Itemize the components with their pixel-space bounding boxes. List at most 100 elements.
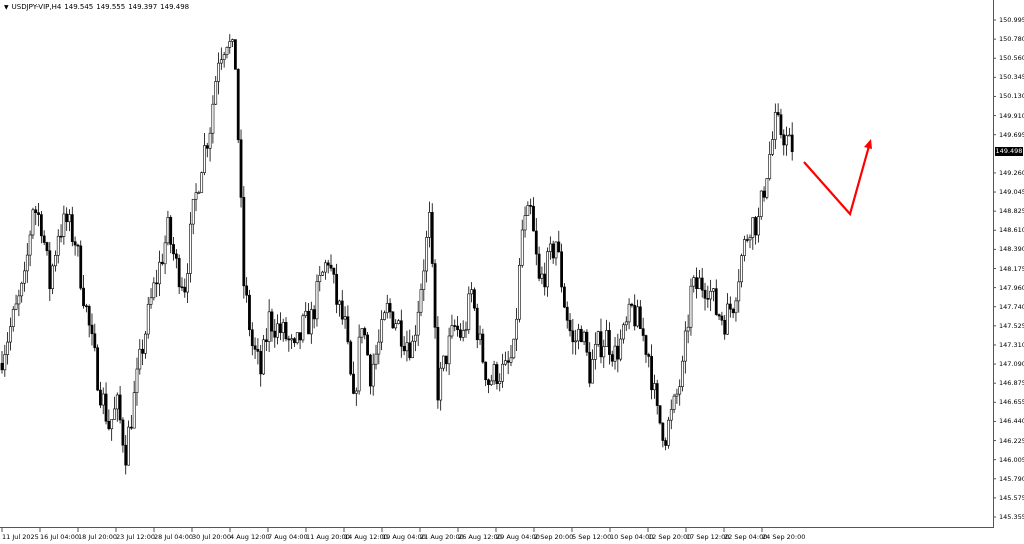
candle-body	[748, 237, 752, 241]
candle-body	[245, 285, 249, 296]
candle-body	[163, 242, 167, 265]
time-tick-label: 10 Sep 04:00	[610, 533, 654, 541]
price-tick-label: 145.790	[999, 474, 1024, 483]
candle-body	[45, 242, 49, 252]
candle-body	[217, 62, 220, 82]
candle-body	[624, 321, 628, 326]
candle-body	[765, 178, 769, 198]
candle-body	[253, 345, 257, 350]
candle-body	[720, 315, 724, 321]
candle-body	[0, 362, 4, 371]
candle-body	[54, 255, 57, 267]
time-tick-label: 28 Jul 04:00	[154, 533, 193, 541]
candle-body	[520, 229, 524, 266]
time-tick-label: 4 Aug 12:00	[230, 533, 270, 541]
candle-body	[262, 339, 265, 375]
candle-body	[174, 253, 178, 259]
candle-body	[622, 324, 625, 340]
price-tick-label: 146.005	[999, 455, 1024, 464]
candle-body	[397, 320, 400, 324]
candle-body	[290, 338, 294, 341]
candle-body	[411, 340, 414, 359]
candle-body	[616, 345, 620, 360]
candle-body	[180, 286, 184, 289]
price-tick-label: 148.825	[999, 207, 1024, 216]
candle-body	[144, 333, 147, 354]
candle-body	[703, 289, 707, 299]
candle-body	[160, 261, 164, 265]
candle-body	[377, 341, 381, 355]
candle-body	[239, 139, 243, 198]
candle-body	[751, 217, 755, 238]
price-tick-label: 146.440	[999, 417, 1024, 426]
candle-body	[537, 253, 541, 279]
candle-body	[135, 368, 139, 393]
candle-body	[363, 328, 367, 336]
candle-body	[399, 320, 403, 347]
candle-body	[93, 333, 97, 349]
candle-body	[492, 364, 496, 382]
price-tick-label: 148.390	[999, 245, 1024, 254]
candle-body	[323, 262, 327, 273]
candle-body	[391, 311, 395, 329]
candle-body	[208, 132, 212, 149]
candle-body	[368, 354, 372, 387]
candle-body	[619, 338, 623, 360]
time-tick-label: 11 Jul 2025	[2, 533, 39, 541]
price-tick-label: 146.875	[999, 379, 1024, 388]
candle-body	[256, 349, 260, 352]
candle-body	[374, 353, 378, 365]
candle-body	[59, 235, 63, 238]
candle-body	[357, 336, 361, 392]
candle-body	[84, 305, 88, 308]
candle-body	[591, 359, 594, 384]
candle-body	[596, 331, 600, 345]
chart-plot-area[interactable]	[0, 0, 994, 528]
candle-body	[548, 243, 552, 252]
price-tick-label: 148.175	[999, 264, 1024, 273]
candle-body	[307, 310, 310, 335]
candle-body	[785, 135, 788, 146]
candle-body	[467, 293, 471, 330]
candle-body	[293, 338, 296, 344]
candle-body	[742, 239, 746, 256]
price-tick-label: 149.910	[999, 111, 1024, 120]
candle-body	[456, 325, 459, 331]
candle-body	[248, 294, 251, 331]
candle-body	[579, 328, 583, 343]
candle-body	[127, 426, 130, 466]
candle-body	[3, 354, 7, 371]
candle-body	[518, 264, 521, 320]
candle-body	[726, 303, 729, 335]
candle-body	[605, 330, 608, 347]
candle-body	[371, 363, 375, 387]
candle-body	[211, 103, 215, 134]
candle-body	[115, 394, 119, 410]
candle-body	[276, 323, 279, 338]
current-price-label: 149.498	[995, 147, 1023, 157]
forecast-arrow	[803, 139, 872, 217]
candle-body	[104, 393, 108, 422]
candle-body	[762, 190, 766, 198]
candle-body	[661, 422, 665, 441]
candle-body	[633, 305, 637, 327]
candle-body	[416, 311, 420, 336]
price-tick-label: 149.695	[999, 130, 1024, 139]
candle-body	[689, 285, 693, 328]
candle-body	[14, 303, 18, 310]
time-tick-label: 26 Aug 12:00	[458, 533, 502, 541]
candle-body	[87, 305, 91, 326]
candle-body	[329, 264, 333, 269]
candle-body	[560, 251, 563, 288]
candle-body	[318, 275, 322, 282]
candle-body	[776, 112, 780, 116]
candle-body	[349, 341, 353, 375]
candle-body	[714, 288, 718, 315]
candle-body	[540, 273, 544, 279]
candle-body	[264, 339, 268, 342]
dropdown-triangle-icon[interactable]: ▼	[4, 3, 9, 11]
candle-body	[557, 241, 561, 253]
candle-body	[723, 319, 727, 335]
candle-body	[31, 209, 35, 236]
price-tick-label: 150.345	[999, 73, 1024, 82]
